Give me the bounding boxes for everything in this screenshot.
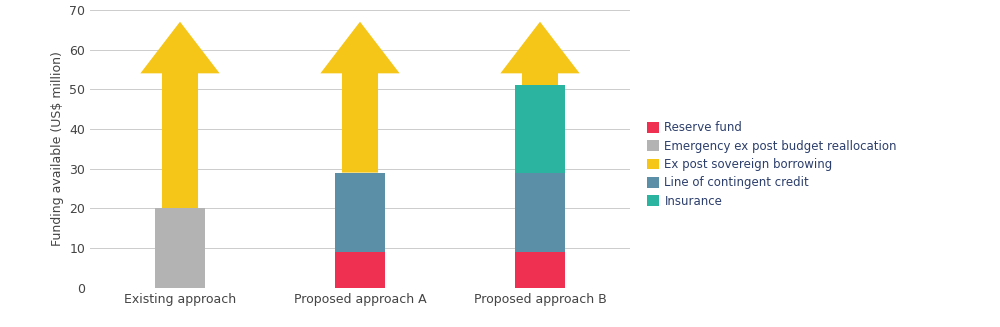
Polygon shape bbox=[140, 22, 220, 208]
Bar bbox=[335, 252, 385, 288]
Polygon shape bbox=[320, 22, 400, 173]
Bar bbox=[155, 208, 205, 288]
Bar bbox=[335, 173, 385, 252]
Polygon shape bbox=[500, 22, 580, 85]
Y-axis label: Funding available (US$ million): Funding available (US$ million) bbox=[51, 51, 64, 246]
Legend: Reserve fund, Emergency ex post budget reallocation, Ex post sovereign borrowing: Reserve fund, Emergency ex post budget r… bbox=[647, 121, 897, 208]
Bar bbox=[515, 252, 565, 288]
Bar bbox=[515, 85, 565, 173]
Bar bbox=[515, 173, 565, 252]
